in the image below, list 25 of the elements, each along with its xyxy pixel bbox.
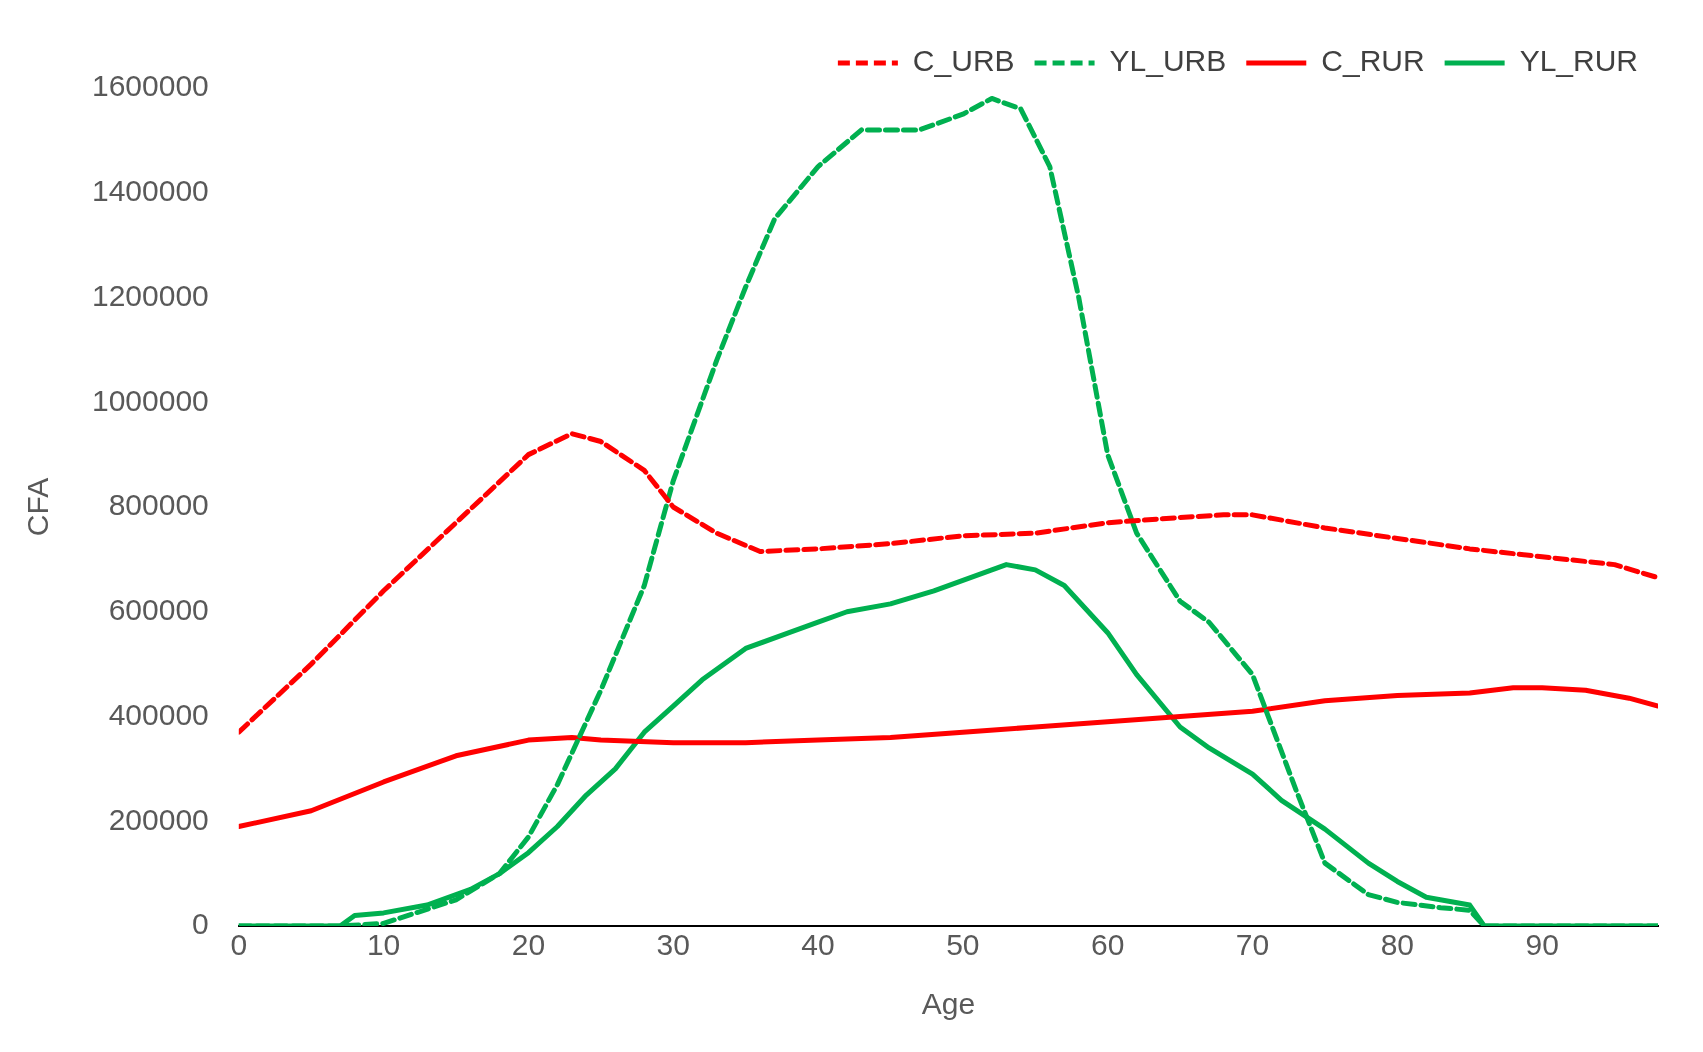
y-tick-label: 1600000: [92, 69, 209, 103]
y-tick-label: 400000: [108, 697, 209, 731]
y-tick-label: 600000: [108, 593, 209, 627]
legend-label: YL_URB: [1109, 44, 1227, 78]
y-axis-title: CFA: [21, 477, 55, 537]
x-tick-label: 10: [366, 928, 401, 962]
y-tick-label: 1000000: [92, 383, 209, 417]
y-tick-label: 800000: [108, 488, 209, 522]
x-tick-label: 60: [1091, 928, 1125, 962]
x-tick-label: 80: [1380, 928, 1415, 962]
x-tick-label: 20: [511, 928, 546, 962]
x-tick-label: 70: [1235, 928, 1270, 962]
x-tick-label: 40: [801, 928, 835, 962]
x-tick-label: 50: [946, 928, 980, 962]
y-tick-label: 0: [192, 907, 209, 941]
x-axis-title: Age: [921, 987, 976, 1021]
x-tick-label: 0: [230, 928, 248, 962]
x-tick-label: 30: [656, 928, 690, 962]
y-tick-label: 1400000: [92, 174, 209, 208]
y-tick-label: 200000: [108, 802, 209, 836]
legend-label: YL_RUR: [1519, 44, 1638, 78]
legend-label: C_RUR: [1321, 44, 1425, 78]
legend-label: C_URB: [912, 44, 1015, 78]
y-tick-label: 1200000: [92, 278, 209, 312]
x-tick-label: 90: [1525, 928, 1559, 962]
